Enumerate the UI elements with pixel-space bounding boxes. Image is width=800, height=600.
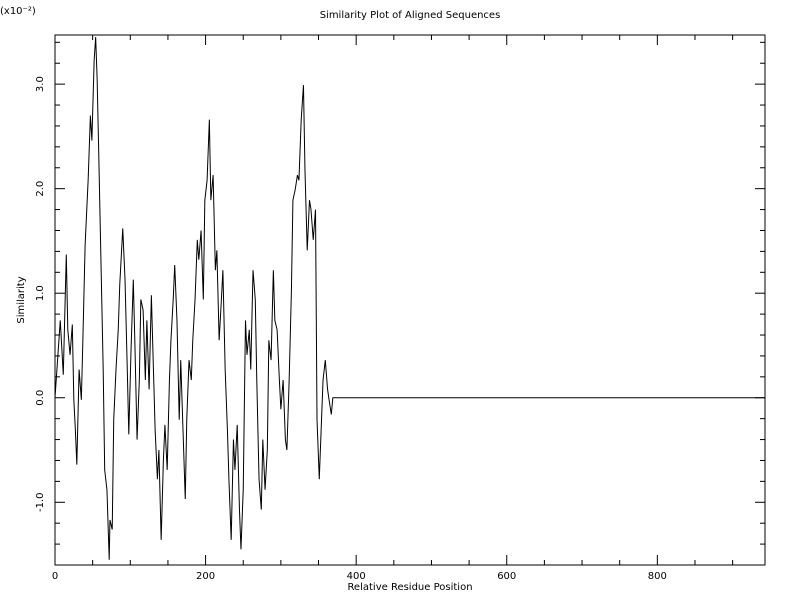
plot-frame	[54, 34, 766, 566]
y-tick-label: 0.0	[35, 390, 46, 406]
y-tick-label: 2.0	[35, 181, 46, 197]
x-tick-label: 400	[347, 571, 366, 582]
x-tick-label: 800	[648, 571, 667, 582]
y-axis-label: Similarity	[16, 276, 27, 323]
x-axis-label: Relative Residue Position	[347, 582, 472, 593]
y-tick-label: 1.0	[35, 285, 46, 301]
x-tick-label: 0	[52, 571, 58, 582]
chart-title: Similarity Plot of Aligned Sequences	[320, 10, 501, 21]
y-multiplier: (x10⁻²)	[0, 6, 36, 17]
y-tick-label: -1.0	[35, 493, 46, 513]
x-tick-label: 200	[196, 571, 215, 582]
y-tick-label: 3.0	[35, 76, 46, 92]
data-line	[54, 37, 765, 560]
x-tick-label: 600	[497, 571, 516, 582]
